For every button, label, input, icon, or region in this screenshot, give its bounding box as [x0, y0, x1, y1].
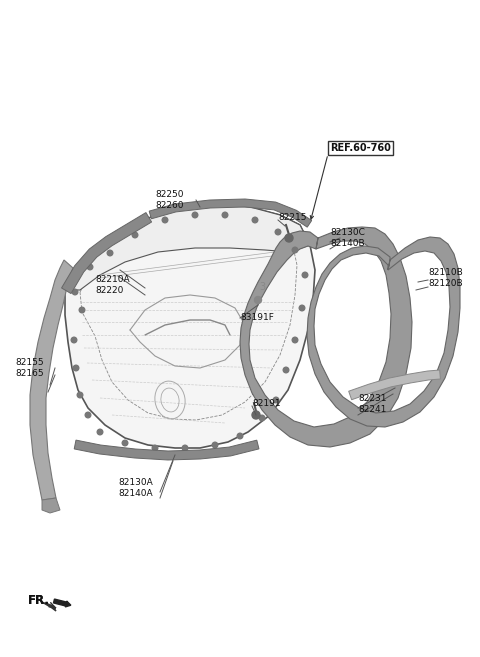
- Text: 82155
82165: 82155 82165: [15, 358, 44, 378]
- Circle shape: [85, 412, 91, 418]
- Text: 82130A
82140A: 82130A 82140A: [118, 478, 153, 498]
- Circle shape: [212, 442, 218, 448]
- Circle shape: [192, 212, 198, 218]
- Polygon shape: [65, 205, 315, 448]
- Circle shape: [79, 307, 85, 313]
- Circle shape: [72, 289, 78, 295]
- Circle shape: [275, 229, 281, 235]
- Circle shape: [122, 440, 128, 446]
- Circle shape: [252, 217, 258, 223]
- Circle shape: [273, 397, 279, 403]
- Circle shape: [283, 367, 289, 373]
- FancyArrow shape: [53, 599, 71, 607]
- Circle shape: [87, 264, 93, 270]
- Polygon shape: [240, 227, 412, 447]
- Text: 82130C
82140B: 82130C 82140B: [330, 228, 365, 248]
- Circle shape: [299, 306, 305, 311]
- Circle shape: [71, 337, 77, 343]
- Circle shape: [182, 445, 188, 451]
- Text: 82231
82241: 82231 82241: [358, 394, 386, 414]
- Circle shape: [237, 433, 243, 439]
- Text: FR.: FR.: [28, 593, 50, 606]
- Text: REF.60-760: REF.60-760: [330, 143, 391, 153]
- Polygon shape: [65, 205, 310, 290]
- Text: FR.: FR.: [28, 593, 50, 606]
- Circle shape: [152, 445, 158, 451]
- Polygon shape: [74, 440, 259, 460]
- Circle shape: [77, 392, 83, 397]
- Circle shape: [285, 234, 293, 242]
- Circle shape: [292, 337, 298, 343]
- Polygon shape: [307, 237, 460, 427]
- Circle shape: [259, 415, 265, 420]
- Polygon shape: [30, 260, 73, 500]
- Polygon shape: [149, 199, 312, 227]
- Text: 82215: 82215: [278, 214, 307, 223]
- Circle shape: [302, 272, 308, 278]
- Text: 82210A
82220: 82210A 82220: [95, 275, 130, 295]
- Polygon shape: [42, 498, 60, 513]
- Circle shape: [132, 232, 138, 238]
- Text: 82191: 82191: [252, 399, 281, 409]
- Circle shape: [222, 212, 228, 218]
- Polygon shape: [61, 213, 152, 294]
- Text: 3: 3: [259, 282, 265, 292]
- Circle shape: [292, 247, 298, 253]
- Circle shape: [254, 296, 262, 304]
- Text: 82110B
82120B: 82110B 82120B: [428, 268, 463, 288]
- Text: 83191F: 83191F: [240, 313, 274, 323]
- Circle shape: [73, 365, 79, 371]
- Text: 82250
82260: 82250 82260: [155, 190, 183, 210]
- Circle shape: [252, 411, 260, 419]
- Circle shape: [107, 250, 113, 256]
- Circle shape: [162, 217, 168, 223]
- Circle shape: [97, 429, 103, 435]
- Polygon shape: [42, 602, 56, 611]
- Polygon shape: [348, 370, 441, 399]
